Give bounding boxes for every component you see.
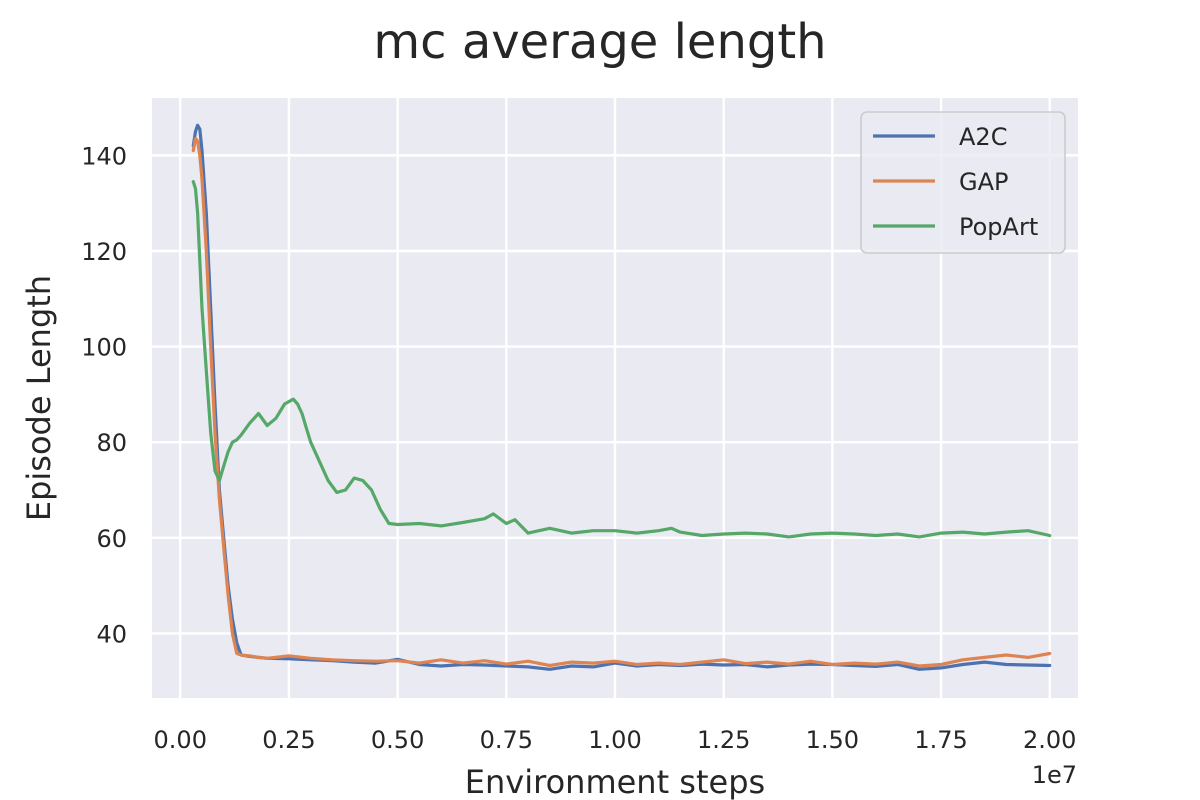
legend: A2C GAP PopArt [860,111,1066,254]
x-tick-label: 1.50 [806,726,859,754]
x-tick-label: 0.75 [480,726,533,754]
legend-box [860,111,1066,254]
x-tick-label: 0.50 [371,726,424,754]
y-tick-label: 100 [81,334,127,362]
x-tick-label: 0.00 [154,726,207,754]
y-tick-label: 140 [81,142,127,170]
x-tick-label: 1.25 [697,726,750,754]
series-line-gap [191,137,1052,668]
x-tick-label: 1.75 [914,726,967,754]
y-tick-label: 80 [96,429,127,457]
x-tick-label: 0.25 [262,726,315,754]
chart-title: mc average length [373,14,826,70]
series-line-popart [191,180,1052,539]
x-tick-label: 2.00 [1023,726,1076,754]
x-axis-offset-label: 1e7 [1032,761,1077,789]
x-tick-label: 1.00 [588,726,641,754]
y-tick-label: 120 [81,238,127,266]
legend-label-gap: GAP [959,168,1009,196]
series-lines [191,123,1052,671]
y-tick-label: 40 [96,620,127,648]
x-axis-label: Environment steps [465,763,765,800]
tick-labels: 0.00 0.25 0.50 0.75 1.00 1.25 1.50 1.75 2.00 40 60… [81,142,1076,754]
y-axis-label: Episode Length [20,275,58,521]
legend-label-a2c: A2C [959,123,1007,151]
legend-label-popart: PopArt [959,213,1038,241]
y-tick-label: 60 [96,525,127,553]
